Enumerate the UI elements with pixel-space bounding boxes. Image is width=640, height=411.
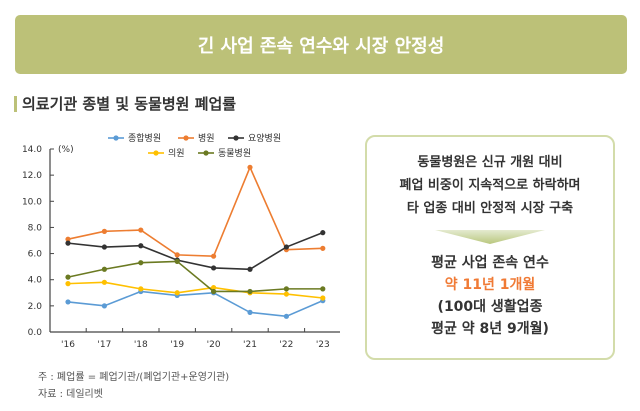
x-tick-label: '21 — [243, 340, 257, 350]
data-point — [211, 288, 217, 295]
y-tick-label: 14.0 — [22, 145, 42, 155]
legend-label: 병원 — [198, 133, 215, 144]
data-point — [174, 290, 180, 296]
highlight-value: 약 11년 1개월 — [444, 277, 536, 293]
desc-line: 동물병원은 신규 개원 대비 — [417, 155, 563, 170]
y-tick-label: 4.0 — [28, 276, 43, 286]
data-point — [247, 309, 253, 315]
series-line — [67, 281, 323, 299]
data-point — [247, 164, 253, 170]
source-note: 자료 : 데일리벳 — [38, 389, 103, 400]
banner-title: 긴 사업 존속 연수와 시장 안정성 — [197, 35, 445, 57]
section-title: 의료기관 종별 및 동물병원 폐업률 — [22, 95, 237, 113]
data-point — [247, 266, 253, 272]
data-point — [65, 240, 71, 246]
series-line — [67, 231, 324, 271]
legend-label: 요양병원 — [248, 133, 281, 144]
series-line — [67, 290, 324, 318]
data-point — [101, 279, 107, 285]
compare-line: 평균 약 8년 9개월) — [431, 321, 549, 337]
line-chart: 0.0 2.0 4.0 6.0 8.0 10.0 12.0 14.0 (%) '16 '17 '18 '… — [22, 133, 340, 350]
data-point — [65, 274, 71, 280]
series-line — [67, 165, 323, 258]
desc-line: 타 업종 대비 안정적 시장 구축 — [406, 201, 574, 216]
data-point — [320, 230, 326, 236]
y-tick-label: 10.0 — [22, 197, 42, 207]
y-tick-label: 8.0 — [28, 223, 43, 233]
x-tick-label: '22 — [279, 340, 293, 350]
legend-marker — [203, 150, 209, 156]
data-point — [101, 244, 107, 250]
y-tick-label: 0.0 — [28, 328, 43, 338]
y-tick-label: 6.0 — [28, 250, 43, 260]
data-point — [283, 286, 289, 292]
compare-line: (100대 생활업종 — [437, 299, 543, 315]
desc-line: 폐업 비중이 지속적으로 하락하며 — [399, 178, 581, 193]
data-point — [174, 252, 180, 258]
y-tick-label: 2.0 — [28, 302, 43, 312]
x-tick-label: '20 — [207, 340, 221, 350]
data-point — [174, 258, 180, 265]
legend-label: 의원 — [168, 148, 185, 159]
headline: 평균 사업 존속 연수 — [431, 255, 549, 271]
x-tick-label: '19 — [170, 340, 184, 350]
data-point — [320, 245, 326, 251]
legend-label: 동물병원 — [218, 148, 251, 159]
data-point — [283, 313, 289, 319]
data-point — [65, 236, 71, 242]
legend-marker — [153, 150, 159, 156]
title-banner: 긴 사업 존속 연수와 시장 안정성 — [15, 15, 627, 74]
data-point — [138, 243, 144, 249]
section-heading: 의료기관 종별 및 동물병원 폐업률 — [14, 93, 236, 114]
x-tick-label: '16 — [61, 340, 75, 350]
data-point — [211, 284, 217, 291]
legend-marker — [233, 135, 239, 141]
data-point — [65, 281, 71, 287]
x-tick-label: '23 — [316, 340, 330, 350]
x-tick-label: '17 — [97, 340, 111, 350]
data-point — [283, 244, 289, 250]
y-tick-label: 12.0 — [22, 171, 42, 181]
data-point — [138, 260, 144, 266]
data-point — [65, 299, 71, 305]
data-point — [283, 291, 289, 297]
section-bar — [14, 95, 17, 112]
y-axis-label: (%) — [58, 145, 74, 155]
legend-marker — [183, 135, 189, 141]
x-tick-label: '18 — [134, 340, 148, 350]
data-point — [320, 295, 326, 301]
data-point — [138, 227, 144, 233]
formula-note: 주 : 폐업률 = 폐업기관/(폐업기관+운영기관) — [38, 372, 230, 383]
legend-label: 종합병원 — [128, 133, 161, 144]
data-point — [320, 286, 326, 292]
legend-marker — [113, 135, 119, 141]
data-point — [211, 265, 217, 271]
summary-box: 동물병원은 신규 개원 대비 폐업 비중이 지속적으로 하락하며 타 업종 대비… — [365, 135, 615, 360]
data-point — [211, 253, 217, 259]
data-point — [101, 266, 107, 272]
data-point — [101, 228, 107, 234]
data-point — [247, 288, 253, 295]
data-point — [138, 286, 144, 292]
series-line — [67, 260, 323, 293]
down-arrow-icon — [435, 230, 545, 244]
data-point — [101, 303, 107, 309]
